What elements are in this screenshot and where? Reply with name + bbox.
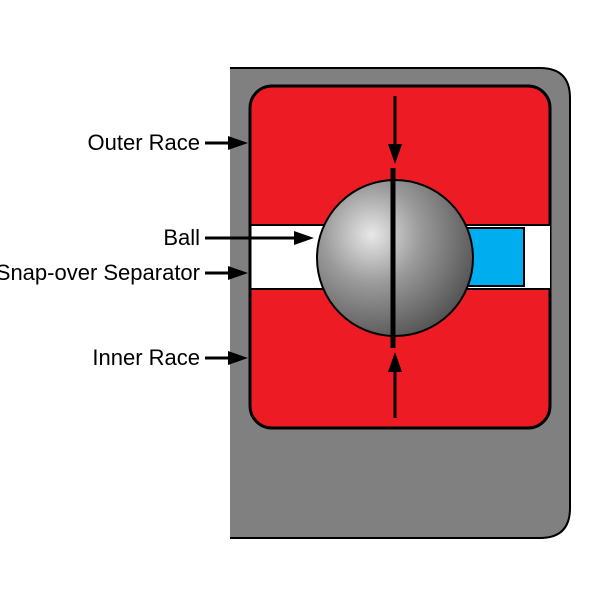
outer-race-label: Outer Race bbox=[88, 130, 201, 155]
ball-label: Ball bbox=[163, 225, 200, 250]
inner-race-label: Inner Race bbox=[92, 345, 200, 370]
separator-label: Snap-over Separator bbox=[0, 260, 200, 285]
